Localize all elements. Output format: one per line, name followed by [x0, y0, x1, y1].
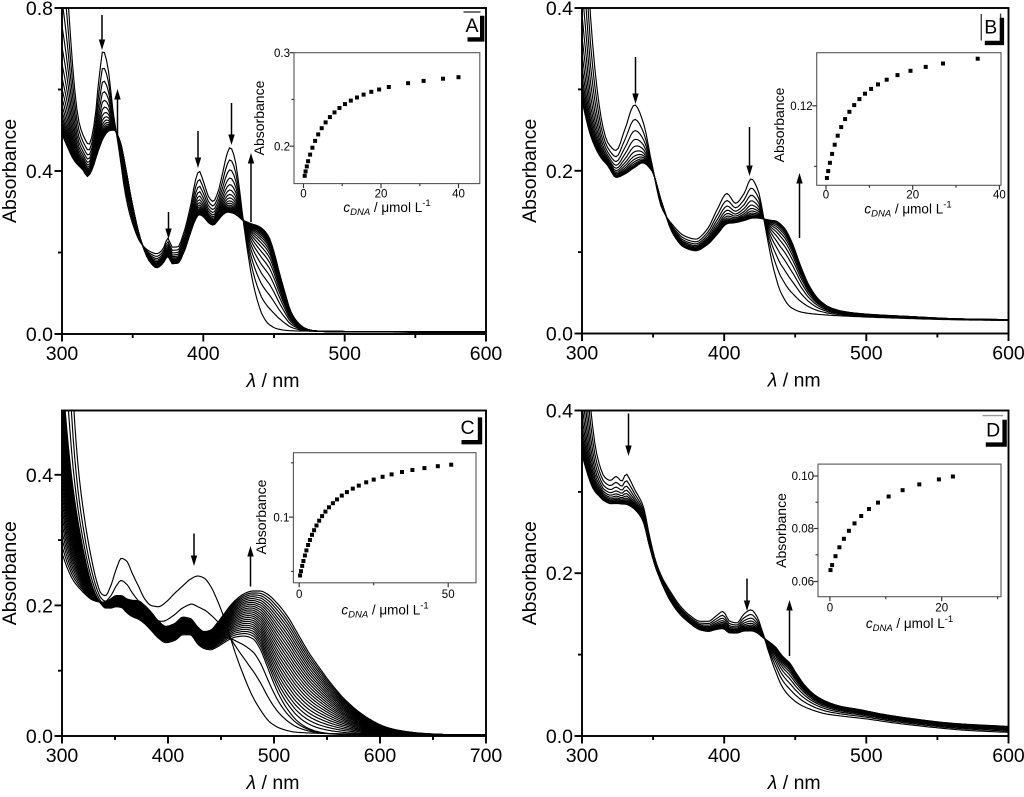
svg-text:0.2: 0.2 [26, 595, 53, 617]
svg-text:λ / nm: λ / nm [246, 370, 300, 392]
svg-text:300: 300 [46, 343, 79, 365]
svg-text:λ / nm: λ / nm [767, 370, 821, 392]
svg-text:0.0: 0.0 [546, 726, 573, 748]
svg-text:20: 20 [906, 190, 919, 202]
svg-text:600: 600 [364, 745, 397, 767]
svg-text:0.0: 0.0 [546, 324, 573, 346]
svg-text:Absorbance: Absorbance [0, 521, 21, 625]
svg-text:cDNA / μmol L-1: cDNA / μmol L-1 [341, 601, 428, 621]
svg-text:700: 700 [470, 745, 503, 767]
svg-text:0.1: 0.1 [273, 512, 289, 524]
svg-text:Absorbance: Absorbance [251, 80, 267, 155]
svg-text:500: 500 [258, 745, 291, 767]
svg-text:0.10: 0.10 [792, 471, 814, 483]
svg-text:A: A [465, 15, 478, 37]
svg-text:0: 0 [296, 589, 302, 601]
svg-text:0.4: 0.4 [546, 0, 573, 20]
svg-text:λ / nm: λ / nm [767, 772, 821, 792]
svg-text:Absorbance: Absorbance [519, 119, 541, 223]
svg-text:0.2: 0.2 [546, 161, 573, 183]
svg-text:cDNA / μmol L-1: cDNA / μmol L-1 [343, 198, 430, 218]
svg-text:0.3: 0.3 [274, 48, 290, 60]
svg-text:50: 50 [442, 589, 455, 601]
svg-text:400: 400 [708, 343, 741, 365]
svg-text:D: D [986, 420, 1000, 442]
svg-text:0: 0 [300, 189, 306, 201]
svg-text:0.4: 0.4 [546, 401, 573, 423]
svg-text:600: 600 [470, 343, 503, 365]
svg-text:400: 400 [187, 343, 220, 365]
svg-text:Absorbance: Absorbance [0, 119, 21, 223]
svg-text:0: 0 [823, 190, 829, 202]
svg-text:0.08: 0.08 [792, 524, 814, 536]
svg-text:Absorbance: Absorbance [519, 521, 541, 625]
svg-text:Absorbance: Absorbance [771, 87, 787, 162]
svg-text:0.12: 0.12 [790, 101, 812, 113]
svg-text:0.4: 0.4 [26, 465, 53, 487]
svg-text:0.2: 0.2 [274, 141, 290, 153]
svg-text:500: 500 [850, 745, 883, 767]
svg-text:400: 400 [708, 745, 741, 767]
svg-text:40: 40 [993, 190, 1006, 202]
svg-text:300: 300 [566, 343, 599, 365]
svg-text:0.8: 0.8 [26, 0, 53, 20]
svg-text:B: B [984, 17, 997, 39]
svg-text:40: 40 [452, 189, 465, 201]
svg-text:cDNA / μmol L-1: cDNA / μmol L-1 [866, 614, 953, 634]
svg-text:300: 300 [566, 745, 599, 767]
svg-text:500: 500 [850, 343, 883, 365]
svg-text:λ / nm: λ / nm [246, 772, 300, 792]
svg-text:Absorbance: Absorbance [253, 479, 269, 554]
svg-text:500: 500 [328, 343, 361, 365]
svg-text:20: 20 [935, 603, 948, 615]
svg-text:0.4: 0.4 [26, 161, 53, 183]
svg-text:600: 600 [992, 343, 1024, 365]
svg-text:0: 0 [827, 603, 833, 615]
svg-text:0.0: 0.0 [26, 726, 53, 748]
svg-text:0.06: 0.06 [792, 577, 814, 589]
svg-text:0.2: 0.2 [546, 563, 573, 585]
svg-text:C: C [460, 417, 474, 439]
svg-text:0.0: 0.0 [26, 324, 53, 346]
svg-text:Absorbance: Absorbance [773, 493, 789, 568]
svg-text:400: 400 [152, 745, 185, 767]
svg-text:300: 300 [46, 745, 79, 767]
svg-text:20: 20 [375, 189, 388, 201]
svg-text:600: 600 [992, 745, 1024, 767]
svg-text:cDNA / μmol L-1: cDNA / μmol L-1 [864, 200, 951, 220]
